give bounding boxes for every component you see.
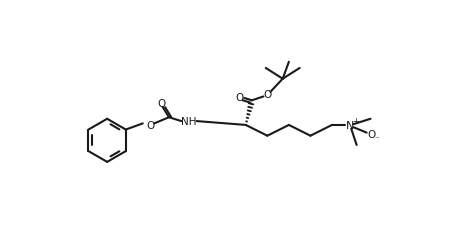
Text: O: O xyxy=(367,130,376,140)
Text: N: N xyxy=(346,120,355,130)
Text: +: + xyxy=(352,116,358,125)
Text: NH: NH xyxy=(181,116,197,126)
Text: O: O xyxy=(146,120,155,130)
Text: O: O xyxy=(157,99,165,109)
Text: O: O xyxy=(263,90,271,100)
Text: O: O xyxy=(235,93,244,103)
Text: ⁻: ⁻ xyxy=(374,135,379,144)
